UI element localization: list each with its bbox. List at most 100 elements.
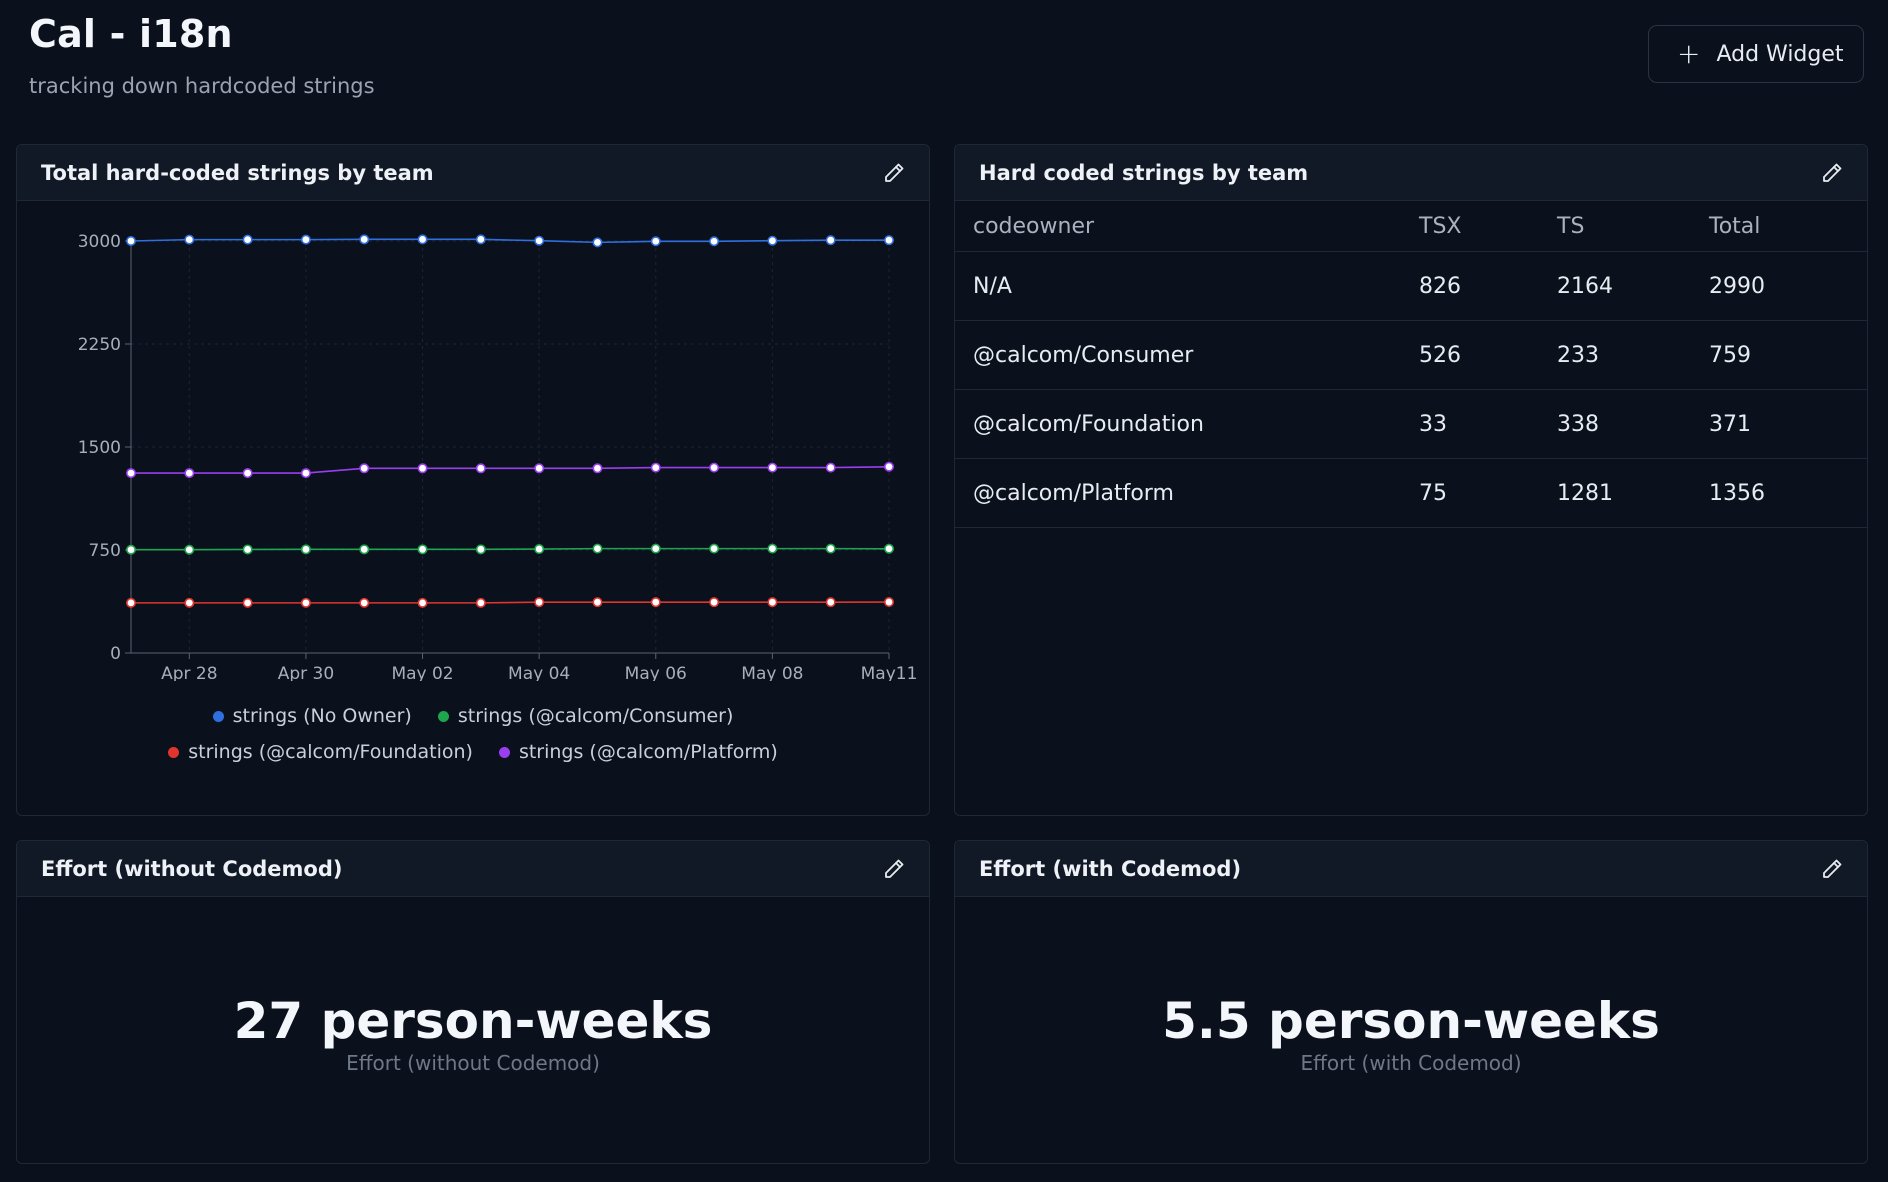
data-point	[650, 543, 661, 554]
chart-widget-header: Total hard-coded strings by team	[17, 145, 929, 201]
data-point	[475, 463, 486, 474]
data-point	[359, 234, 370, 245]
table-header-row: codeowner TSX TS Total	[955, 201, 1867, 252]
effort-with-header: Effort (with Codemod)	[955, 841, 1867, 897]
pencil-icon[interactable]	[881, 856, 907, 882]
data-point	[126, 468, 137, 479]
legend-label: strings (@calcom/Foundation)	[188, 741, 473, 763]
cell-total: 371	[1708, 389, 1867, 459]
y-tick-label: 2250	[78, 335, 121, 355]
cell-total: 2990	[1708, 251, 1867, 321]
data-point	[650, 597, 661, 608]
data-point	[709, 236, 720, 247]
legend-item[interactable]: strings (No Owner)	[212, 705, 412, 727]
legend-item[interactable]: strings (@calcom/Platform)	[498, 741, 778, 763]
data-point	[825, 597, 836, 608]
data-point	[184, 468, 195, 479]
data-point	[592, 597, 603, 608]
legend-item[interactable]: strings (@calcom/Foundation)	[168, 741, 473, 763]
legend-dot-icon	[168, 746, 180, 758]
legend-dot-icon	[212, 710, 224, 722]
data-point	[359, 597, 370, 608]
chart-widget-title: Total hard-coded strings by team	[41, 160, 434, 185]
table-widget: Hard coded strings by team codeowner TSX…	[954, 144, 1868, 816]
pencil-icon[interactable]	[1819, 160, 1845, 186]
data-point	[825, 543, 836, 554]
add-widget-button[interactable]: + Add Widget	[1648, 25, 1864, 83]
data-point	[825, 462, 836, 473]
y-tick-label: 1500	[78, 438, 121, 458]
data-point	[767, 597, 778, 608]
data-point	[883, 235, 894, 246]
data-point	[417, 544, 428, 555]
legend-label: strings (No Owner)	[232, 705, 412, 727]
series-line	[130, 238, 889, 244]
x-tick-label: May 06	[625, 664, 687, 681]
data-point	[242, 544, 253, 555]
data-point	[709, 597, 720, 608]
effort-without-title: Effort (without Codemod)	[41, 856, 343, 881]
cell-tsx: 75	[1418, 458, 1556, 528]
page-subtitle: tracking down hardcoded strings	[29, 74, 375, 98]
data-point	[592, 237, 603, 248]
effort-with-label: Effort (with Codemod)	[1300, 1051, 1522, 1075]
line-chart: 0 750 1500 2250 3000 Apr 28 Apr 30 May 02 May 04…	[78, 232, 918, 681]
data-point	[883, 597, 894, 608]
column-header-codeowner[interactable]: codeowner	[955, 201, 1418, 252]
data-point	[300, 597, 311, 608]
data-point	[242, 234, 253, 245]
cell-total: 1356	[1708, 458, 1867, 528]
page-title: Cal - i18n	[29, 12, 233, 56]
data-point	[475, 597, 486, 608]
column-header-ts[interactable]: TS	[1556, 201, 1708, 252]
pencil-icon[interactable]	[881, 160, 907, 186]
cell-ts: 2164	[1556, 251, 1708, 321]
data-point	[126, 235, 137, 246]
pencil-icon[interactable]	[1819, 856, 1845, 882]
effort-with-body: 5.5 person-weeks Effort (with Codemod)	[955, 897, 1867, 1163]
data-point	[359, 544, 370, 555]
data-point	[650, 236, 661, 247]
effort-without-label: Effort (without Codemod)	[346, 1051, 600, 1075]
legend-item[interactable]: strings (@calcom/Consumer)	[437, 705, 733, 727]
data-point	[184, 234, 195, 245]
add-widget-label: Add Widget	[1716, 41, 1844, 67]
data-point	[417, 234, 428, 245]
table-widget-title: Hard coded strings by team	[979, 160, 1309, 185]
effort-without-value: 27 person-weeks	[233, 992, 713, 1050]
cell-tsx: 826	[1418, 251, 1556, 321]
cell-ts: 233	[1556, 320, 1708, 390]
y-tick-label: 0	[110, 644, 121, 664]
data-point	[592, 463, 603, 474]
column-header-total[interactable]: Total	[1708, 201, 1867, 252]
strings-table: codeowner TSX TS Total N/A 826 2164 2990…	[955, 201, 1867, 528]
table-widget-header: Hard coded strings by team	[955, 145, 1867, 201]
data-point	[534, 463, 545, 474]
data-point	[417, 597, 428, 608]
data-point	[709, 543, 720, 554]
chart-legend: strings (No Owner) strings (@calcom/Consu…	[17, 705, 929, 763]
y-tick-label: 3000	[78, 232, 121, 252]
effort-without-body: 27 person-weeks Effort (without Codemod)	[17, 897, 929, 1163]
cell-tsx: 526	[1418, 320, 1556, 390]
data-point	[883, 461, 894, 472]
data-point	[592, 543, 603, 554]
data-point	[650, 462, 661, 473]
data-point	[300, 234, 311, 245]
y-tick-label: 750	[89, 541, 121, 561]
effort-without-widget: Effort (without Codemod) 27 person-weeks…	[16, 840, 930, 1164]
series-line	[131, 547, 890, 551]
data-point	[709, 462, 720, 473]
column-header-tsx[interactable]: TSX	[1418, 201, 1556, 252]
series-line	[131, 601, 890, 604]
x-tick-label: Apr 30	[278, 664, 334, 681]
data-point	[767, 462, 778, 473]
cell-tsx: 33	[1418, 389, 1556, 459]
cell-codeowner: @calcom/Platform	[955, 458, 1418, 528]
cell-ts: 338	[1556, 389, 1708, 459]
effort-without-header: Effort (without Codemod)	[17, 841, 929, 897]
data-point	[184, 597, 195, 608]
data-point	[359, 463, 370, 474]
data-point	[126, 544, 137, 555]
plus-icon: +	[1677, 37, 1701, 70]
